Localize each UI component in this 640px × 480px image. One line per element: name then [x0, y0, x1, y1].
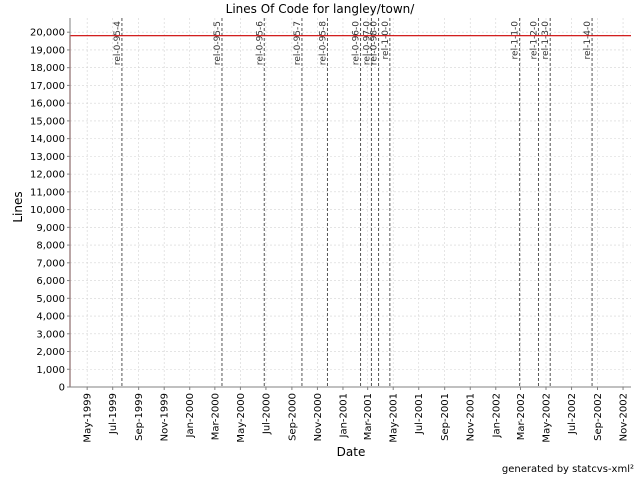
grid [70, 18, 631, 388]
y-axis-label: Lines [11, 191, 25, 222]
x-tick-label: Sep-2002 [593, 393, 604, 441]
y-tick-label: 14,000 [30, 134, 65, 145]
axes: 0 1,000 2,000 3,000 4,000 5,000 6,000 7,000 8,00… [30, 18, 631, 443]
release-marker-label: rel-0-96-0 [352, 21, 362, 65]
y-tick-label: 10,000 [30, 205, 65, 216]
x-tick-label: Jan-2001 [338, 393, 349, 438]
x-tick-label: Jul-2000 [261, 393, 272, 435]
release-marker-label: rel-0-95-5 [213, 21, 223, 65]
x-tick-label: Sep-1999 [134, 393, 145, 441]
x-tick-label: Nov-1999 [160, 393, 171, 441]
y-tick-label: 13,000 [30, 152, 65, 163]
y-tick-label: 9,000 [36, 223, 65, 234]
x-tick-label: May-2000 [236, 393, 247, 443]
x-tick-label: Nov-2002 [619, 393, 630, 441]
x-axis-label: Date [337, 445, 366, 459]
release-marker-label: rel-0-97-0 [362, 21, 372, 65]
y-tick-label: 15,000 [30, 116, 65, 127]
generated-by-footer: generated by statcvs-xml² [501, 464, 634, 475]
release-marker-label: rel-1-4-0 [583, 21, 593, 60]
y-tick-label: 5,000 [36, 294, 65, 305]
y-tick-label: 20,000 [30, 28, 65, 39]
y-tick-label: 17,000 [30, 81, 65, 92]
y-tick-label: 16,000 [30, 99, 65, 110]
x-tick-label: Jan-2002 [491, 393, 502, 438]
release-marker-label: rel-1-2-0 [529, 21, 539, 60]
release-marker-label: rel-1-0-0 [381, 21, 391, 60]
y-tick-label: 8,000 [36, 241, 65, 252]
x-tick-label: Sep-2000 [287, 393, 298, 441]
y-tick-label: 11,000 [30, 187, 65, 198]
x-tick-label: Mar-2001 [363, 393, 374, 440]
release-markers: rel-0-95-4 rel-0-95-5 rel-0-95-6 rel-0-95-7… [113, 18, 593, 387]
release-marker-label: rel-1-3-0 [541, 21, 551, 60]
y-tick-label: 7,000 [36, 258, 65, 269]
chart-title: Lines Of Code for langley/town/ [226, 2, 416, 16]
x-tick-label: Mar-2002 [516, 393, 527, 440]
plot-area [70, 18, 631, 387]
release-marker-label: rel-0-98-0 [370, 21, 380, 65]
release-marker-label: rel-0-95-6 [255, 21, 265, 65]
release-marker-label: rel-1-1-0 [511, 21, 521, 60]
y-tick-label: 18,000 [30, 63, 65, 74]
y-tick-label: 3,000 [36, 329, 65, 340]
y-tick-label: 6,000 [36, 276, 65, 287]
x-tick-label: Jan-2000 [185, 393, 196, 438]
release-marker-label: rel-0-95-4 [113, 21, 123, 65]
x-tick-label: May-2002 [542, 393, 553, 443]
x-tick-label: Nov-2001 [466, 393, 477, 441]
x-tick-label: Sep-2001 [440, 393, 451, 441]
release-marker-label: rel-0-95-7 [293, 21, 303, 65]
y-tick-label: 2,000 [36, 347, 65, 358]
x-tick-label: Jul-2002 [567, 393, 578, 435]
y-tick-label: 1,000 [36, 365, 65, 376]
release-marker-label: rel-0-95-8 [318, 21, 328, 65]
y-tick-label: 19,000 [30, 45, 65, 56]
x-tick-label: Nov-2000 [313, 393, 324, 441]
x-tick-label: May-1999 [83, 393, 94, 443]
y-tick-label: 12,000 [30, 170, 65, 181]
x-tick-label: Jul-1999 [108, 393, 119, 435]
x-tick-label: Mar-2000 [210, 393, 221, 440]
y-tick-label: 4,000 [36, 312, 65, 323]
x-tick-label: May-2001 [389, 393, 400, 443]
x-tick-label: Jul-2001 [414, 393, 425, 435]
y-tick-label: 0 [59, 383, 65, 394]
